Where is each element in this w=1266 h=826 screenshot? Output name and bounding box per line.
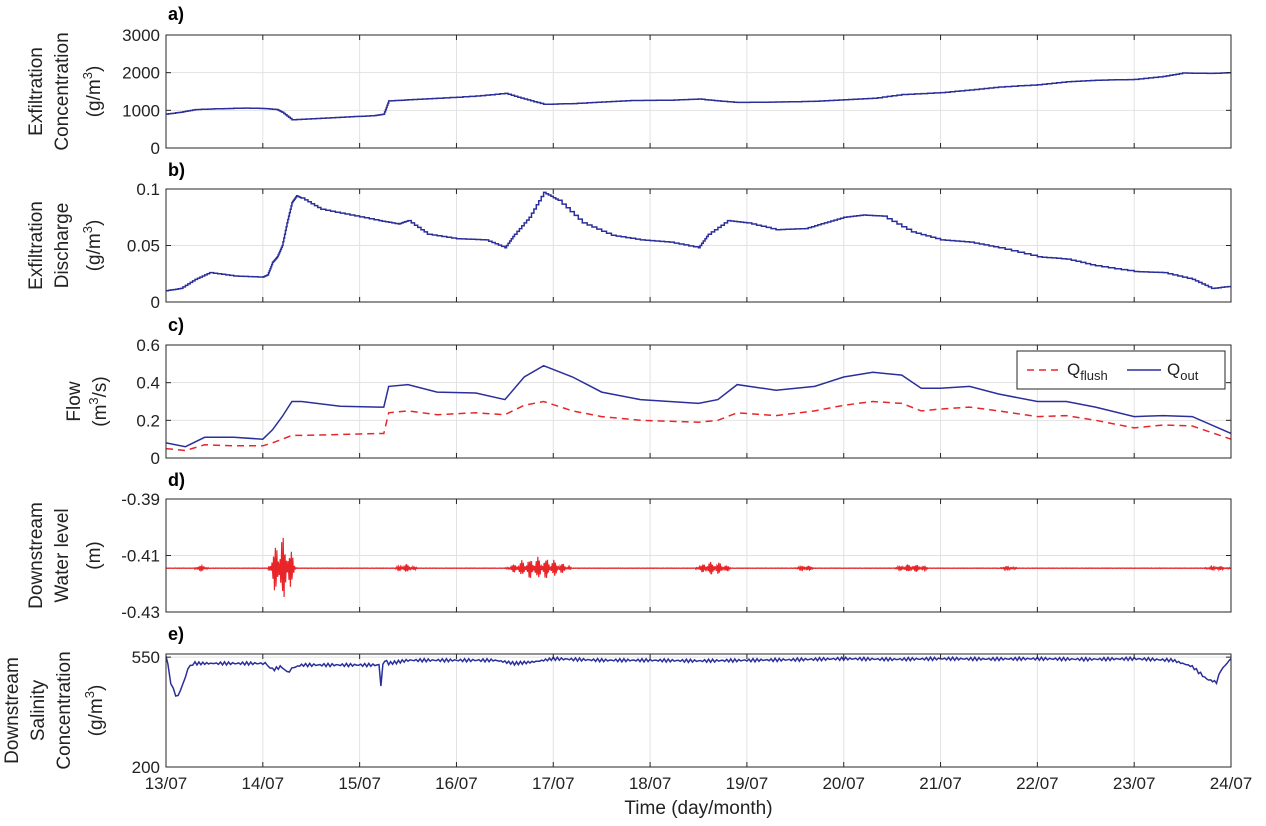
y-tick-label: 0 bbox=[151, 293, 160, 312]
y-tick-label: -0.41 bbox=[121, 547, 160, 566]
y-tick-label: 0.4 bbox=[136, 374, 160, 393]
panel-e: 200 550 e) Downstream Salinity Concentration (… bbox=[2, 624, 1252, 819]
legend: Qflush Qout bbox=[1016, 350, 1226, 390]
series-line-e-0 bbox=[166, 655, 1231, 697]
y-axis-unit: (m3/s) bbox=[86, 376, 111, 427]
y-axis-label-line: Flow bbox=[64, 381, 85, 421]
y-tick-label: 0.6 bbox=[136, 336, 160, 355]
panel-label: d) bbox=[168, 470, 185, 490]
legend-entry: Qout bbox=[1167, 360, 1199, 383]
y-tick-label: 1000 bbox=[122, 101, 160, 120]
y-axis-label-line: Downstream bbox=[26, 502, 47, 609]
y-tick-label: 550 bbox=[132, 648, 160, 667]
y-axis-label-line: Exfiltration bbox=[26, 47, 47, 136]
y-tick-label: 0.2 bbox=[136, 411, 160, 430]
y-axis-label-line: Salinity bbox=[28, 679, 49, 741]
series-line-b-0 bbox=[166, 191, 1231, 292]
y-tick-label: 2000 bbox=[122, 64, 160, 83]
y-axis-unit: (g/m3) bbox=[80, 220, 105, 272]
x-tick-label: 16/07 bbox=[435, 774, 478, 793]
y-axis-label-line: Concentration bbox=[52, 32, 73, 150]
y-axis-unit: (m) bbox=[84, 541, 105, 569]
y-tick-label: 0.1 bbox=[136, 180, 160, 199]
y-tick-label: 3000 bbox=[122, 26, 160, 45]
x-tick-label: 13/07 bbox=[145, 774, 188, 793]
x-tick-label: 19/07 bbox=[726, 774, 769, 793]
x-tick-label: 14/07 bbox=[242, 774, 285, 793]
panel-label: e) bbox=[168, 624, 184, 644]
axes-box bbox=[165, 653, 1232, 768]
panel-b: 0 0.05 0.1 b) Exfiltration Discharge (g/m3) bbox=[26, 160, 1232, 312]
y-axis-label-line: Downstream bbox=[2, 657, 23, 764]
legend-entry: Qflush bbox=[1067, 360, 1108, 383]
y-axis-label-line: Concentration bbox=[54, 651, 75, 769]
axes-box bbox=[165, 34, 1232, 149]
panel-a: 0 1000 2000 3000 a) Exfiltration Concentration… bbox=[26, 4, 1232, 158]
x-tick-label: 15/07 bbox=[338, 774, 381, 793]
x-tick-label: 23/07 bbox=[1113, 774, 1156, 793]
x-tick-label: 22/07 bbox=[1016, 774, 1059, 793]
x-tick-label: 21/07 bbox=[919, 774, 962, 793]
panel-c: 0 0.2 0.4 0.6 c) Flow (m3/s) Qflush Qout bbox=[64, 315, 1232, 468]
y-axis-unit: (g/m3) bbox=[80, 66, 105, 118]
y-axis-label-line: Water level bbox=[52, 508, 73, 602]
x-tick-label: 20/07 bbox=[822, 774, 865, 793]
y-axis-label-line: Exfiltration bbox=[26, 201, 47, 290]
panel-label: b) bbox=[168, 160, 185, 180]
series-line-d-0 bbox=[166, 537, 1231, 598]
x-axis-title: Time (day/month) bbox=[624, 798, 772, 819]
axes-box bbox=[165, 344, 1232, 459]
panel-label: c) bbox=[168, 315, 184, 335]
x-tick-label: 24/07 bbox=[1210, 774, 1253, 793]
y-tick-label: 0 bbox=[151, 449, 160, 468]
y-tick-label: -0.39 bbox=[121, 490, 160, 509]
panel-d: -0.43 -0.41 -0.39 d) Downstream Water level (m… bbox=[26, 470, 1232, 622]
y-tick-label: 200 bbox=[132, 758, 160, 777]
series-line-c-0 bbox=[166, 400, 1231, 452]
series-line-c-1 bbox=[166, 364, 1231, 448]
y-tick-label: -0.43 bbox=[121, 603, 160, 622]
x-tick-label: 18/07 bbox=[629, 774, 672, 793]
y-tick-label: 0.05 bbox=[127, 237, 160, 256]
x-tick-label: 17/07 bbox=[532, 774, 575, 793]
y-axis-label-line: Discharge bbox=[52, 203, 73, 289]
y-axis-unit: (g/m3) bbox=[82, 685, 107, 737]
panel-label: a) bbox=[168, 4, 184, 24]
series-line-a-0 bbox=[166, 72, 1231, 121]
y-tick-label: 0 bbox=[151, 139, 160, 158]
